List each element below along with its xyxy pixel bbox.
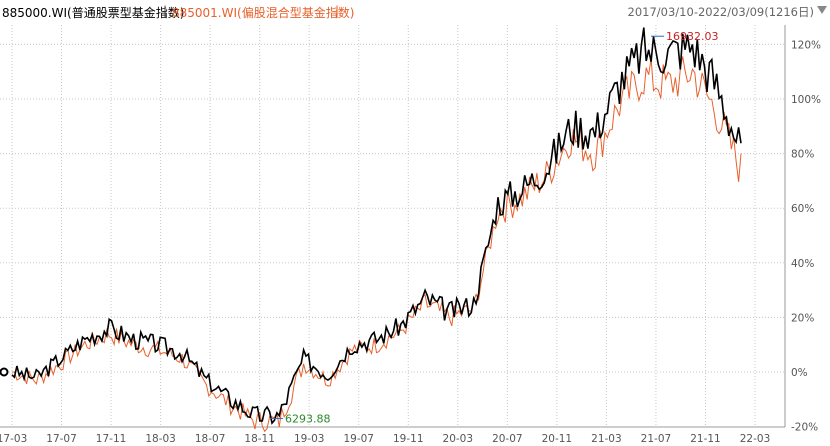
x-tick-label: 19-07 <box>343 433 374 445</box>
triangle-down-icon[interactable] <box>817 6 827 14</box>
x-tick-label: 21-11 <box>690 433 721 445</box>
x-tick-label: 20-11 <box>542 433 573 445</box>
date-range-label[interactable]: 2017/03/10-2022/03/09(1216日) <box>627 5 814 19</box>
y-tick-label: 20% <box>791 312 814 324</box>
y-tick-label: -20% <box>791 422 818 434</box>
x-tick-label: 20-03 <box>443 433 474 445</box>
y-tick-label: 80% <box>791 149 814 161</box>
y-tick-label: 120% <box>791 39 821 51</box>
x-tick-label: 17-07 <box>46 433 77 445</box>
series-line-885000 <box>11 27 742 425</box>
y-tick-label: 100% <box>791 94 821 106</box>
y-tick-label: 60% <box>791 203 814 215</box>
x-tick-label: 18-07 <box>195 433 226 445</box>
x-tick-label: 19-03 <box>294 433 325 445</box>
x-tick-label: 17-11 <box>96 433 127 445</box>
min-annotation-label: 6293.88 <box>285 412 331 425</box>
y-tick-label: 0% <box>791 367 808 379</box>
x-tick-label: 22-03 <box>740 433 771 445</box>
x-tick-label: 19-11 <box>393 433 424 445</box>
x-tick-label: 21-03 <box>591 433 622 445</box>
x-tick-label: 21-07 <box>641 433 672 445</box>
x-tick-label: 18-11 <box>244 433 275 445</box>
x-tick-label: 18-03 <box>145 433 176 445</box>
chart-header: 885000.WI(普通股票型基金指数) | 885001.WI(偏股混合型基金… <box>0 0 830 22</box>
legend-series1: 885000.WI(普通股票型基金指数) <box>2 6 185 20</box>
x-tick-label: 17-03 <box>0 433 27 445</box>
legend-series2: 885001.WI(偏股混合型基金指数) <box>172 6 355 20</box>
series-line-885001 <box>11 56 742 433</box>
y-tick-label: 40% <box>791 258 814 270</box>
max-annotation-label: 16932.03 <box>666 30 719 43</box>
legend-separator: | <box>163 4 168 18</box>
series-start-marker <box>0 367 9 377</box>
legend-separator-2: | <box>335 4 340 18</box>
x-tick-label: 20-07 <box>492 433 523 445</box>
